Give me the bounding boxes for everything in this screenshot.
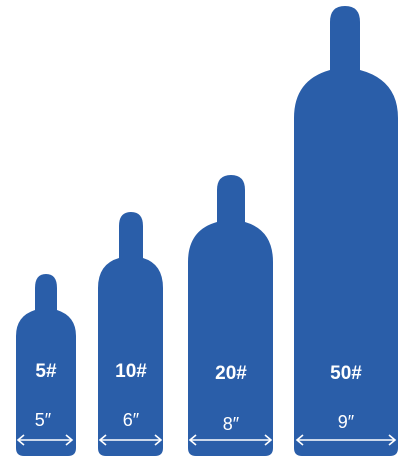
cylinder-5lb-diameter-label: 5″ bbox=[35, 410, 52, 430]
cylinder-5lb: 5# 5″ bbox=[16, 274, 76, 456]
cylinder-10lb-shape bbox=[98, 212, 163, 456]
cylinder-50lb-size-label: 50# bbox=[330, 363, 362, 384]
cylinder-20lb-size-label: 20# bbox=[215, 363, 247, 384]
cylinder-5lb-width-arrow bbox=[16, 434, 74, 446]
cylinder-50lb-diameter-label: 9″ bbox=[338, 412, 355, 432]
cylinder-50lb: 50# 9″ bbox=[294, 6, 398, 456]
cylinder-20lb-diameter-label: 8″ bbox=[223, 414, 240, 434]
cylinder-10lb-diameter-label: 6″ bbox=[123, 410, 140, 430]
cylinder-5lb-shape bbox=[16, 274, 76, 456]
cylinder-20lb-shape bbox=[188, 175, 273, 456]
cylinder-10lb-width-arrow bbox=[98, 434, 163, 446]
cylinder-10lb-size-label: 10# bbox=[115, 361, 147, 382]
cylinder-50lb-shape bbox=[294, 6, 398, 456]
cylinder-20lb: 20# 8″ bbox=[188, 175, 273, 456]
cylinder-10lb: 10# 6″ bbox=[98, 212, 163, 456]
cylinder-5lb-size-label: 5# bbox=[35, 361, 57, 382]
cylinder-20lb-width-arrow bbox=[188, 434, 273, 446]
cylinder-50lb-width-arrow bbox=[295, 434, 397, 446]
